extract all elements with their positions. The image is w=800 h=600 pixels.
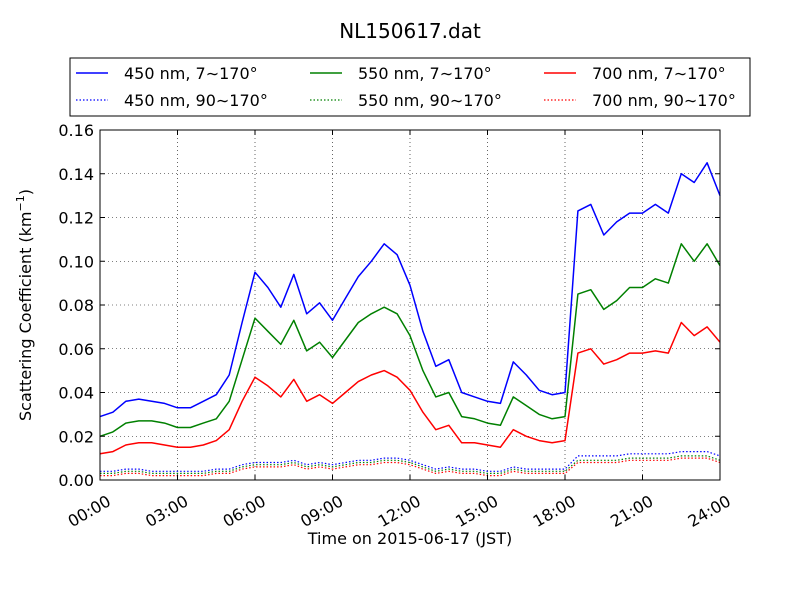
x-tick-label: 24:00	[685, 491, 734, 531]
chart-title: NL150617.dat	[339, 19, 481, 43]
y-tick-label: 0.10	[58, 252, 94, 271]
y-tick-label: 0.06	[58, 340, 94, 359]
y-tick-label: 0.02	[58, 427, 94, 446]
axis-ticks: 00:00 03:00 06:00 09:00 12:00 15:00 18:00 21:00…	[58, 121, 734, 531]
x-tick-label: 00:00	[65, 491, 114, 531]
x-tick-label: 18:00	[530, 491, 579, 531]
x-tick-label: 21:00	[607, 491, 656, 531]
x-tick-label: 03:00	[142, 491, 191, 531]
legend-label-6: 700 nm, 90∼170°	[592, 91, 736, 110]
y-axis-label: Scattering Coefficient (km−1)	[14, 189, 35, 421]
x-axis-label: Time on 2015-06-17 (JST)	[307, 529, 512, 548]
series-line-3	[99, 321, 721, 455]
grid-lines	[100, 130, 720, 480]
legend-label-3: 700 nm, 7∼170°	[592, 64, 726, 83]
x-tick-label: 06:00	[220, 491, 269, 531]
series-line-2	[99, 243, 721, 438]
y-tick-label: 0.00	[58, 471, 94, 490]
series-line-4	[100, 451, 721, 472]
legend-box	[69, 57, 751, 117]
legend-label-2: 550 nm, 7∼170°	[358, 64, 492, 83]
legend-label-1: 450 nm, 7∼170°	[124, 64, 258, 83]
y-tick-label: 0.08	[58, 296, 94, 315]
legend-label-5: 550 nm, 90∼170°	[358, 91, 502, 110]
y-axis-label-end: )	[16, 189, 35, 195]
y-tick-label: 0.12	[58, 209, 94, 228]
y-tick-label: 0.04	[58, 384, 94, 403]
y-tick-label: 0.14	[58, 165, 94, 184]
x-tick-label: 09:00	[297, 491, 346, 531]
x-tick-label: 12:00	[375, 491, 424, 531]
x-tick-label: 15:00	[452, 491, 501, 531]
legend-label-4: 450 nm, 90∼170°	[124, 91, 268, 110]
legend: 450 nm, 7∼170° 550 nm, 7∼170° 700 nm, 7∼17…	[69, 57, 751, 117]
series-line-1	[99, 162, 721, 418]
series-group	[99, 162, 721, 477]
y-axis-label-main: Scattering Coefficient (km	[16, 211, 35, 421]
y-tick-label: 0.16	[58, 121, 94, 140]
y-axis-label-superscript: −1	[14, 195, 27, 211]
